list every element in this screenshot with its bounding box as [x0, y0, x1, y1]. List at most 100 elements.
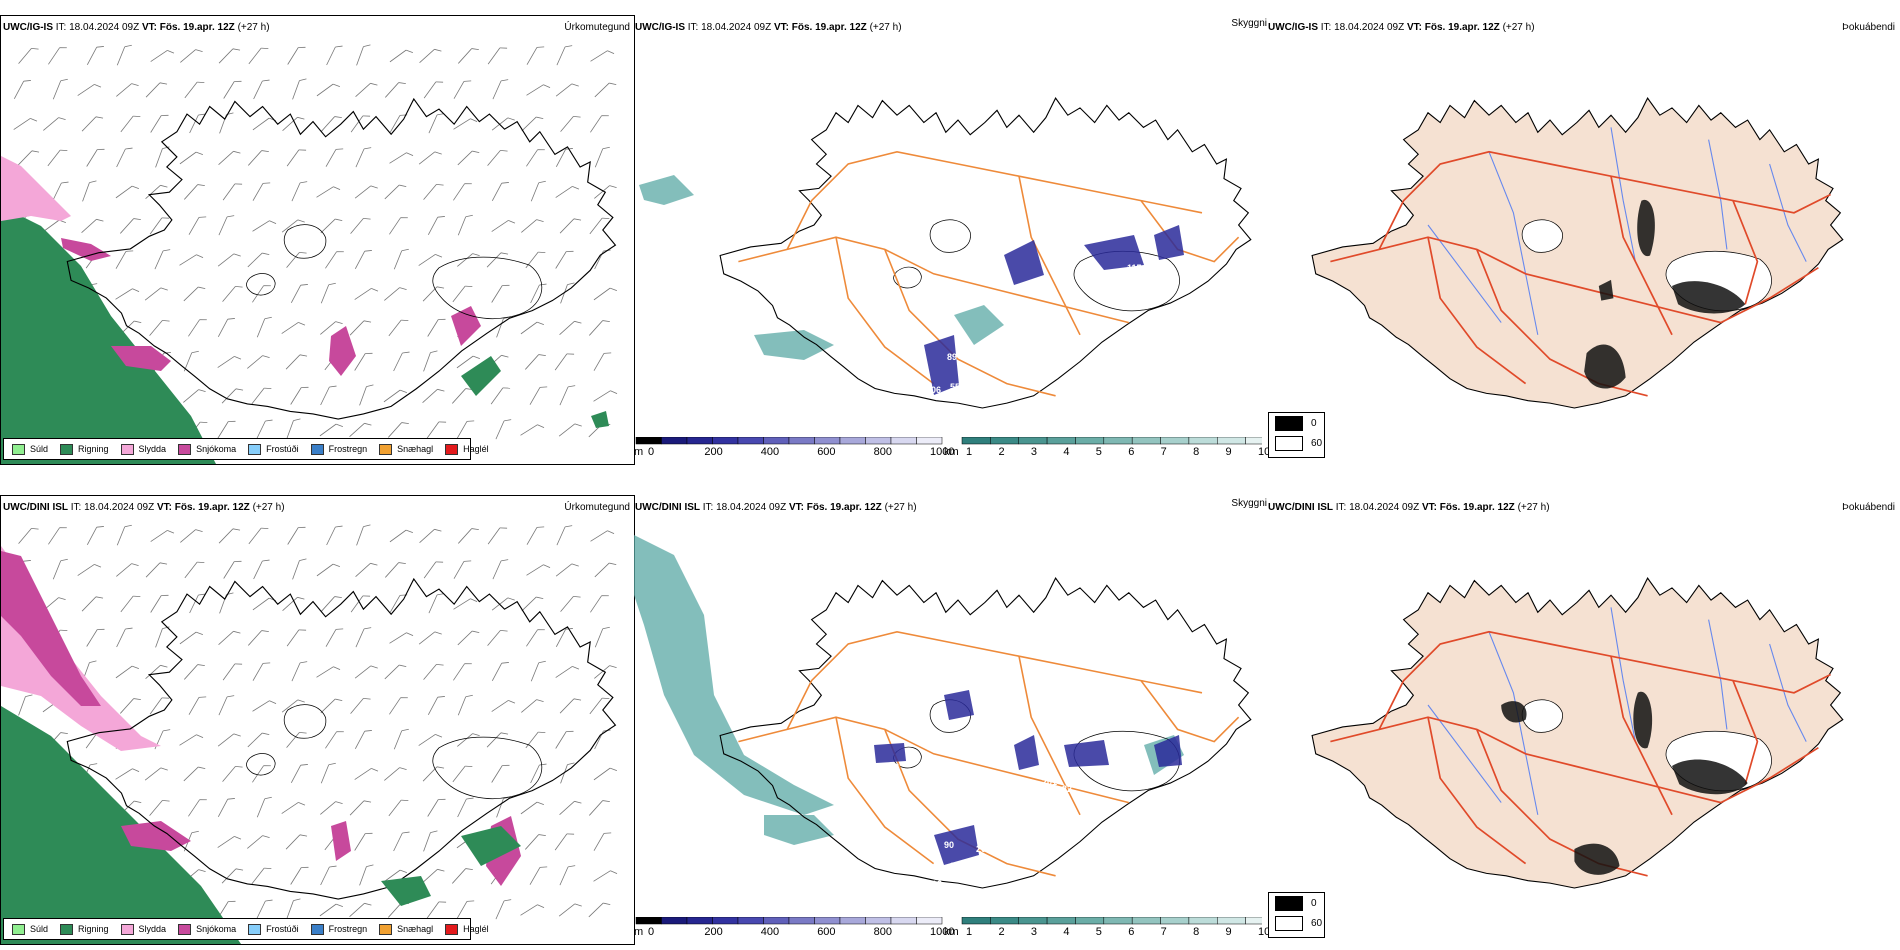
road-line: [1610, 656, 1673, 816]
visibility-value-label: 115: [1127, 263, 1142, 273]
legend-swatch: [60, 923, 74, 935]
fog-legend-bottom: 0 60: [1268, 892, 1325, 938]
fog-area: [1672, 281, 1746, 314]
visibility-value-label: 106: [1128, 756, 1143, 766]
visibility-value-label: 20: [976, 844, 986, 854]
legend-item: Frostúði: [248, 923, 299, 935]
colorbar-step: [1075, 917, 1105, 925]
colorbar-tick-label: 8: [1193, 446, 1200, 458]
snow-area: [1, 551, 101, 706]
colorbar-step: [635, 917, 662, 925]
colorbar-step: [1217, 917, 1246, 925]
legend-label: Haglél: [463, 924, 489, 934]
fog-legend-item: 0: [1275, 893, 1324, 913]
glacier-outline: [246, 273, 276, 296]
fog-legend-swatch: [1275, 915, 1303, 931]
road-line: [1018, 656, 1081, 816]
glacier-outline: [246, 753, 276, 776]
colorbar-step: [1046, 917, 1076, 925]
precip-type-title: Úrkomutegund: [564, 22, 630, 33]
colorbar-tick-label: 3: [1030, 926, 1037, 938]
visibility-value-label: 199: [734, 716, 749, 726]
visibility-value-label: 201: [1042, 777, 1057, 787]
glacier-outline: [1073, 730, 1180, 792]
iceland-coastline: [719, 577, 1252, 889]
colorbar-tick-label: 400: [760, 926, 780, 938]
colorbar-unit: m: [634, 926, 644, 938]
fog-area: [1633, 691, 1653, 749]
snow-area: [61, 238, 111, 261]
legend-item: Snæhagl: [379, 923, 433, 935]
low-visibility-area: [764, 815, 834, 845]
fog-area: [1598, 279, 1614, 301]
legend-label: Frostregn: [328, 924, 368, 934]
colorbar-step: [1018, 437, 1048, 445]
river-line: [1488, 151, 1539, 335]
colorbar-tick-label: 9: [1225, 926, 1232, 938]
low-visibility-area: [634, 535, 834, 815]
road-line: [1732, 680, 1759, 785]
visibility-value-label: 11: [944, 883, 954, 893]
colorbar-tick-label: 10: [1258, 926, 1271, 938]
colorbar-tick-label: 200: [704, 446, 723, 458]
low-visibility-area: [639, 175, 694, 205]
colorbar-tick-label: 2: [998, 446, 1005, 458]
legend-label: Snæhagl: [397, 444, 434, 454]
legend-swatch: [60, 443, 74, 455]
colorbar-unit: km: [944, 446, 959, 458]
colorbar-step: [1245, 917, 1262, 925]
panel-header: UWC/DINI ISL IT: 18.04.2024 09Z VT: Fös.…: [3, 502, 285, 513]
fog-area: [1574, 843, 1620, 875]
colorbar-step: [990, 437, 1019, 445]
river-line: [1708, 619, 1728, 730]
road-line: [1427, 237, 1527, 385]
colorbar-step: [712, 917, 739, 925]
low-ceiling-area: [924, 335, 959, 395]
colorbar-tick-label: 0: [648, 926, 655, 938]
colorbar-step: [1245, 437, 1262, 445]
fog-legend-swatch: [1275, 415, 1303, 431]
precip-legend: Súld Rigning Slydda Snjókoma Frostúði Frostre…: [3, 918, 489, 940]
colorbar-tick-label: 400: [760, 446, 780, 458]
legend-label: Snjókoma: [196, 444, 237, 454]
glacier-outline: [929, 219, 971, 253]
legend-item: Frostregn: [310, 443, 367, 455]
legend-swatch: [120, 923, 134, 935]
visibility-value-label: 12: [932, 879, 942, 889]
legend-swatch: [12, 923, 25, 935]
road-line: [884, 249, 1056, 397]
colorbar-tick-label: 1: [966, 446, 973, 458]
visibility-value-label: 106: [926, 385, 941, 395]
visibility-value-label: 255: [704, 241, 719, 251]
legend-label: Súld: [30, 924, 49, 934]
colorbar-step: [1103, 437, 1133, 445]
low-ceiling-area: [944, 690, 974, 720]
legend-item: Slydda: [120, 443, 166, 455]
legend-swatch: [178, 443, 192, 455]
colorbar-tick-label: 4: [1063, 926, 1070, 938]
legend-item: Frostúði: [248, 443, 299, 455]
river-line: [1427, 704, 1502, 803]
river-line: [1769, 163, 1807, 262]
colorbar-step: [814, 917, 841, 925]
colorbar-swatches: [635, 917, 943, 925]
rain-area: [461, 826, 521, 866]
colorbar-step: [1160, 917, 1190, 925]
colorbar-step: [1103, 917, 1133, 925]
colorbar-tick-label: 800: [873, 446, 892, 458]
colorbar-tick-label: 600: [817, 446, 836, 458]
low-ceiling-area: [1154, 735, 1182, 767]
legend-swatch: [12, 443, 25, 455]
colorbar-tick-label: 600: [817, 926, 836, 938]
fog-legend-item: 60: [1275, 433, 1324, 453]
legend-swatch: [445, 923, 459, 935]
colorbar-step: [990, 917, 1019, 925]
rain-area: [461, 356, 501, 396]
low-visibility-area: [754, 330, 834, 360]
legend-swatch: [178, 923, 192, 935]
road-line: [1610, 176, 1673, 336]
rain-area: [1, 206, 216, 464]
ceiling-colorbar-top: m 0 200 400 600 800 1000: [634, 437, 954, 459]
colorbar-step: [1131, 917, 1161, 925]
fog-legend-swatch: [1275, 895, 1303, 911]
